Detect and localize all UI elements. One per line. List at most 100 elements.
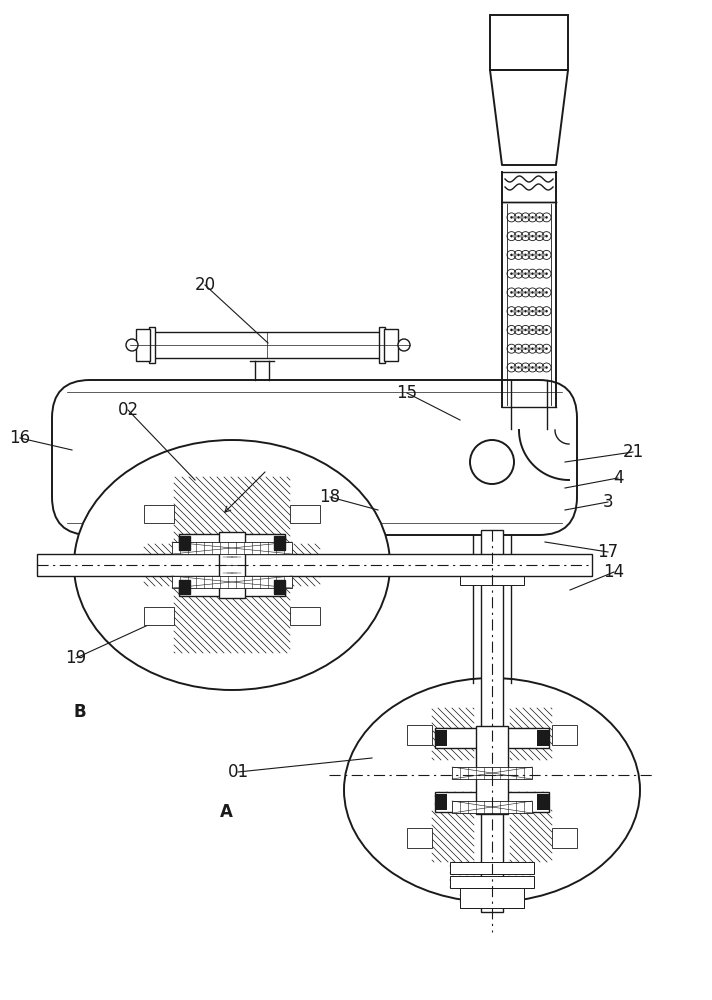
Circle shape: [545, 310, 548, 312]
Bar: [144, 544, 174, 586]
Bar: [274, 536, 285, 550]
Circle shape: [531, 366, 534, 369]
Bar: [432, 708, 474, 760]
Bar: [435, 792, 549, 812]
Text: 19: 19: [66, 649, 87, 667]
Circle shape: [538, 385, 541, 388]
Bar: [37, 554, 592, 576]
Circle shape: [538, 366, 541, 369]
Bar: [174, 477, 290, 554]
Circle shape: [531, 347, 534, 350]
Circle shape: [511, 216, 513, 219]
Circle shape: [511, 272, 513, 275]
Circle shape: [531, 329, 534, 331]
Text: 20: 20: [194, 276, 216, 294]
Text: 18: 18: [320, 488, 340, 506]
Bar: [144, 505, 174, 523]
Text: 17: 17: [597, 543, 619, 561]
Bar: [460, 888, 524, 908]
Bar: [450, 876, 534, 888]
Circle shape: [511, 310, 513, 312]
Bar: [460, 888, 524, 908]
Circle shape: [517, 216, 520, 219]
Circle shape: [545, 329, 548, 331]
Bar: [552, 725, 577, 745]
Bar: [152, 332, 382, 358]
Ellipse shape: [74, 440, 390, 690]
Bar: [537, 794, 549, 810]
Bar: [552, 828, 577, 848]
Circle shape: [517, 347, 520, 350]
Bar: [510, 708, 552, 760]
Bar: [149, 327, 155, 363]
Text: 21: 21: [622, 443, 644, 461]
Circle shape: [524, 366, 527, 369]
Circle shape: [517, 366, 520, 369]
Circle shape: [524, 254, 527, 256]
Bar: [290, 505, 320, 523]
Circle shape: [545, 216, 548, 219]
Text: 4: 4: [613, 469, 623, 487]
Circle shape: [545, 385, 548, 388]
Circle shape: [517, 291, 520, 294]
Bar: [435, 728, 549, 748]
Circle shape: [517, 310, 520, 312]
Bar: [179, 534, 285, 552]
Bar: [172, 542, 292, 554]
Ellipse shape: [344, 678, 640, 902]
Bar: [179, 580, 190, 594]
Circle shape: [524, 272, 527, 275]
Circle shape: [470, 440, 514, 484]
Circle shape: [538, 329, 541, 331]
Text: 16: 16: [9, 429, 31, 447]
Bar: [144, 607, 174, 625]
Bar: [490, 15, 568, 70]
Bar: [450, 862, 534, 874]
Bar: [179, 536, 190, 550]
Circle shape: [126, 339, 138, 351]
Circle shape: [538, 272, 541, 275]
Bar: [476, 726, 508, 814]
Bar: [452, 801, 532, 813]
Bar: [172, 576, 292, 588]
Bar: [219, 532, 245, 598]
Circle shape: [538, 235, 541, 237]
Circle shape: [545, 347, 548, 350]
Circle shape: [531, 216, 534, 219]
Circle shape: [517, 254, 520, 256]
Bar: [432, 810, 474, 862]
Circle shape: [524, 329, 527, 331]
Circle shape: [398, 339, 410, 351]
Circle shape: [545, 291, 548, 294]
Bar: [481, 530, 503, 912]
Text: 14: 14: [604, 563, 624, 581]
Bar: [274, 580, 285, 594]
Circle shape: [511, 254, 513, 256]
Circle shape: [538, 254, 541, 256]
Circle shape: [511, 366, 513, 369]
Bar: [490, 407, 568, 429]
Bar: [290, 607, 320, 625]
Circle shape: [517, 272, 520, 275]
Bar: [290, 544, 320, 586]
Circle shape: [511, 347, 513, 350]
Bar: [174, 576, 290, 653]
Circle shape: [524, 310, 527, 312]
Text: A: A: [219, 803, 232, 821]
Bar: [452, 767, 532, 779]
Circle shape: [531, 272, 534, 275]
Bar: [460, 555, 524, 567]
Bar: [510, 810, 552, 862]
Circle shape: [531, 254, 534, 256]
Bar: [537, 730, 549, 746]
Circle shape: [524, 291, 527, 294]
Circle shape: [517, 235, 520, 237]
Bar: [379, 327, 385, 363]
Text: 15: 15: [397, 384, 417, 402]
Circle shape: [524, 347, 527, 350]
Circle shape: [524, 235, 527, 237]
Bar: [179, 534, 285, 552]
Circle shape: [545, 235, 548, 237]
Bar: [136, 329, 150, 361]
Text: B: B: [73, 703, 86, 721]
